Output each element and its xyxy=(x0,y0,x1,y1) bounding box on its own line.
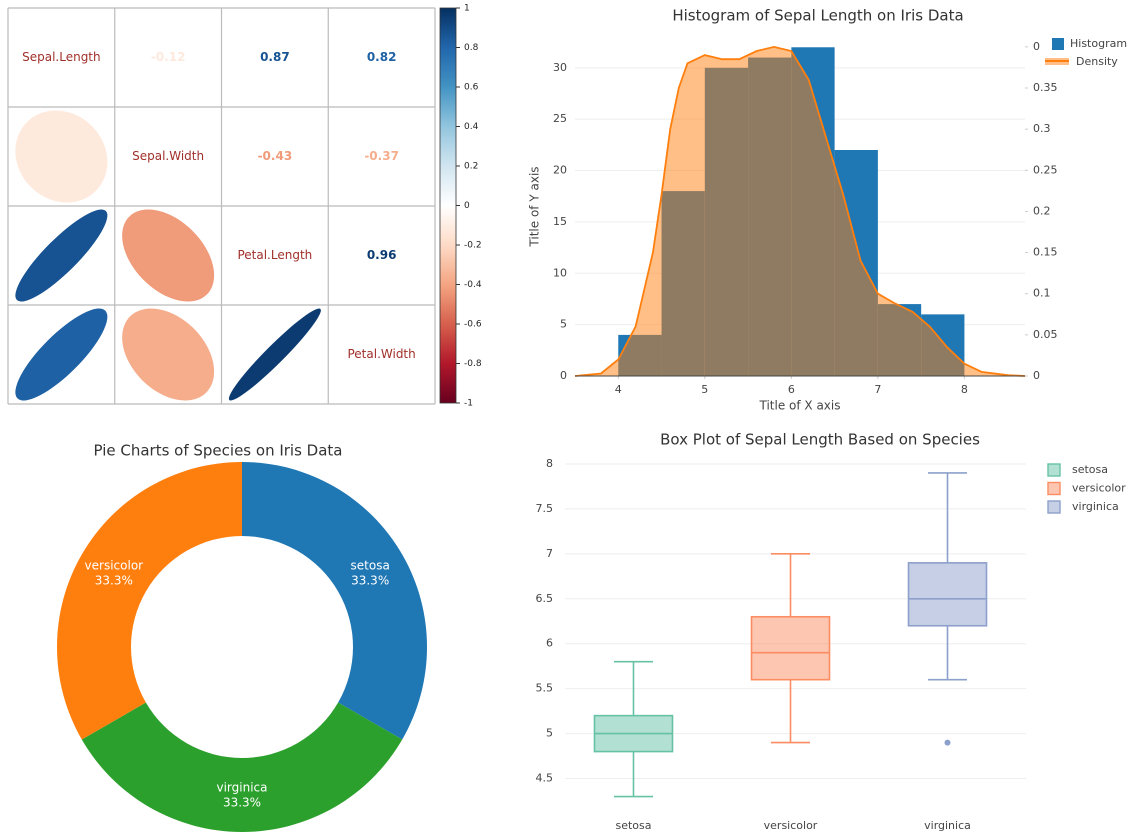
y-tick-label: 20 xyxy=(553,164,567,177)
colorbar-tick-label: 0.8 xyxy=(464,43,479,53)
x-tick-label: 6 xyxy=(788,383,795,396)
slice-label: virginica xyxy=(217,781,268,795)
correlation-ellipse xyxy=(122,209,215,302)
pie-title: Pie Charts of Species on Iris Data xyxy=(93,442,342,460)
y-tick-label: 6 xyxy=(546,637,553,650)
outlier xyxy=(944,739,951,746)
correlation-value: -0.37 xyxy=(364,149,399,163)
y-tick-label: 4.5 xyxy=(536,772,554,785)
y2-tick-label: 0.1 xyxy=(1033,287,1051,300)
slice-value-label: 33.3% xyxy=(351,574,389,588)
x-tick-label: virginica xyxy=(924,819,971,832)
legend-label: versicolor xyxy=(1072,482,1126,495)
legend-swatch xyxy=(1047,481,1061,496)
y-tick-label: 10 xyxy=(553,266,567,279)
density-line xyxy=(574,45,1026,377)
y-tick-label: 30 xyxy=(553,61,567,74)
y2-tick-label: 0.2 xyxy=(1033,204,1051,217)
legend-swatch xyxy=(1047,463,1061,477)
y2-tick-label: 0.25 xyxy=(1033,163,1058,176)
legend-swatch xyxy=(1047,500,1061,514)
variable-label: Petal.Width xyxy=(347,347,415,361)
colorbar-tick-label: 0.2 xyxy=(464,162,478,172)
slice-value-label: 33.3% xyxy=(95,574,133,588)
slice-label: versicolor xyxy=(85,559,144,573)
colorbar-tick-label: -0.4 xyxy=(464,280,482,290)
slice-value-label: 33.3% xyxy=(223,796,261,810)
y-tick-label: 5.5 xyxy=(536,682,554,695)
colorbar-tick-label: 0 xyxy=(464,201,470,211)
colorbar-tick-label: -0.6 xyxy=(464,320,482,330)
y2-tick-label: 0.05 xyxy=(1033,328,1058,341)
legend-swatch xyxy=(1052,38,1064,50)
colorbar-tick-label: 1 xyxy=(464,4,470,14)
correlation-value: -0.12 xyxy=(151,50,186,64)
box xyxy=(907,562,988,627)
density-area xyxy=(575,46,1025,377)
colorbar-tick-label: -1 xyxy=(464,399,473,409)
correlation-value: -0.43 xyxy=(258,149,293,163)
y-tick-label: 6.5 xyxy=(536,592,554,605)
slice-label: setosa xyxy=(351,559,390,573)
box-title: Box Plot of Sepal Length Based on Specie… xyxy=(660,431,980,449)
colorbar-tick-label: 0.4 xyxy=(464,122,479,132)
correlation-value: 0.82 xyxy=(367,50,397,64)
y-tick-label: 5 xyxy=(560,318,567,331)
x-tick-label: 8 xyxy=(961,383,968,396)
y-tick-label: 25 xyxy=(553,112,567,125)
y-tick-label: 15 xyxy=(553,215,567,228)
variable-label: Sepal.Width xyxy=(132,149,204,163)
legend-label: virginica xyxy=(1072,500,1119,513)
correlation-ellipse xyxy=(228,308,321,401)
correlation-ellipse xyxy=(15,308,108,401)
correlation-ellipse xyxy=(15,209,108,302)
legend-label: Histogram xyxy=(1070,37,1127,50)
y-tick-label: 7.5 xyxy=(536,502,554,515)
y-tick-label: 8 xyxy=(546,457,553,470)
x-tick-label: 7 xyxy=(874,383,881,396)
y2-tick-label: 0.35 xyxy=(1033,81,1058,94)
x-tick-label: setosa xyxy=(615,819,651,832)
correlation-value: 0.96 xyxy=(367,248,397,262)
variable-label: Petal.Length xyxy=(237,248,312,262)
x-tick-label: 4 xyxy=(615,383,622,396)
pie-slice xyxy=(81,702,403,832)
colorbar-tick-label: -0.8 xyxy=(464,359,482,369)
y2-tick-label: 0.15 xyxy=(1033,246,1058,259)
y-tick-label: 0 xyxy=(560,369,567,382)
colorbar xyxy=(439,7,457,404)
y-tick-label: 7 xyxy=(546,547,553,560)
legend-label: setosa xyxy=(1072,463,1108,476)
y2-tick-label: 0.3 xyxy=(1033,122,1051,135)
x-tick-label: versicolor xyxy=(764,819,818,832)
pie-slice xyxy=(57,462,242,740)
box xyxy=(750,615,831,681)
colorbar-tick-label: 0.6 xyxy=(464,83,479,93)
pie-slice xyxy=(242,462,427,740)
variable-label: Sepal.Length xyxy=(22,50,101,64)
y2-tick-label: 0 xyxy=(1033,40,1040,53)
colorbar-tick-label: -0.2 xyxy=(464,241,482,251)
correlation-ellipse xyxy=(15,110,108,203)
x-axis-title: Title of X axis xyxy=(759,399,841,413)
correlation-ellipse xyxy=(122,308,215,401)
legend-label: Density xyxy=(1076,55,1118,68)
histogram-title: Histogram of Sepal Length on Iris Data xyxy=(672,7,963,25)
y-axis-title: Title of Y axis xyxy=(528,166,542,247)
correlation-value: 0.87 xyxy=(260,50,290,64)
x-tick-label: 5 xyxy=(701,383,708,396)
y-tick-label: 5 xyxy=(546,727,553,740)
y2-tick-label: 0 xyxy=(1033,369,1040,382)
